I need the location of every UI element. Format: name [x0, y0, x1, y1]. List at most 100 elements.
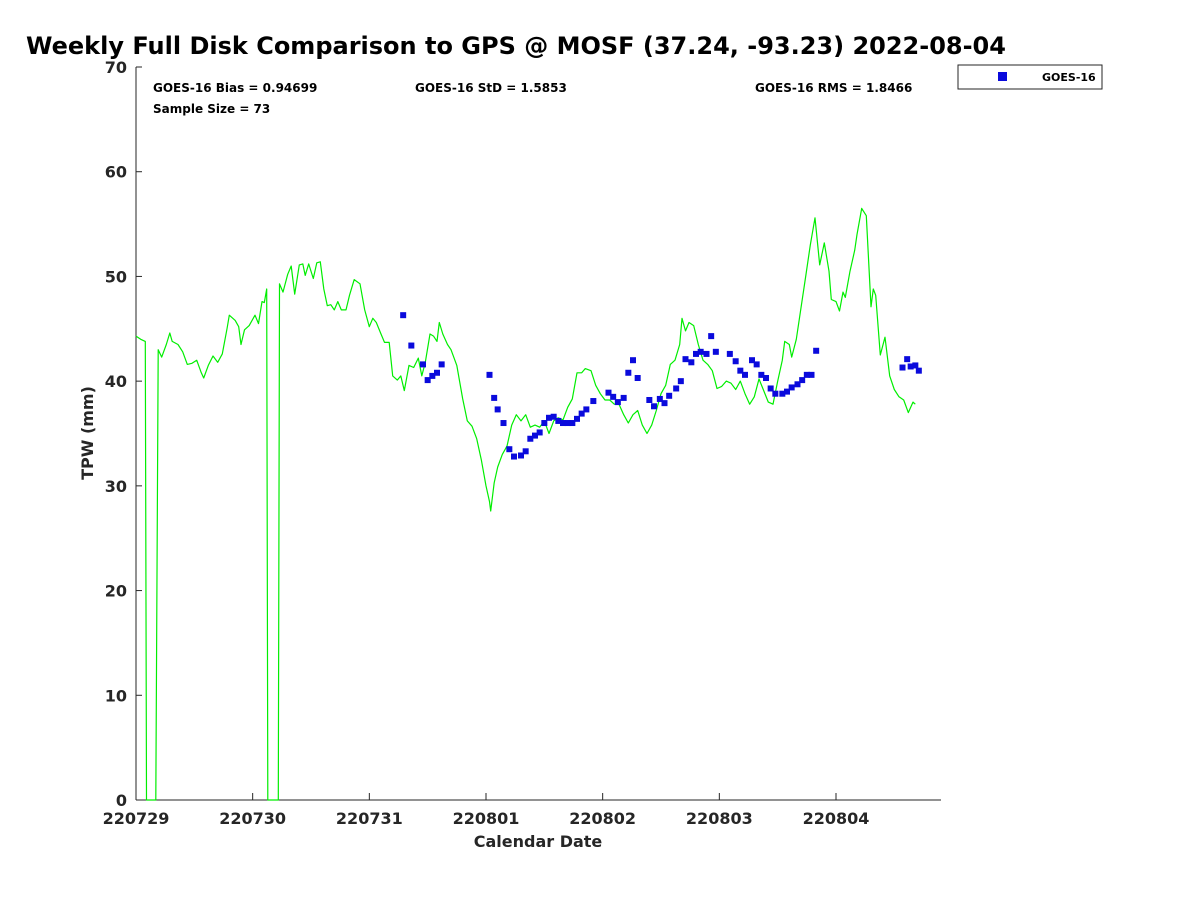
goes16-point	[912, 362, 919, 369]
goes16-point	[708, 333, 715, 340]
goes16-point	[682, 356, 689, 363]
goes16-point	[673, 385, 680, 392]
tick-marks	[135, 66, 837, 801]
series-goes16	[400, 312, 922, 460]
chart-title: Weekly Full Disk Comparison to GPS @ MOS…	[26, 32, 1006, 60]
goes16-point	[590, 398, 597, 405]
goes16-point	[693, 350, 699, 357]
goes16-point	[522, 448, 529, 455]
goes16-point	[749, 357, 755, 364]
x-tick-label: 220729	[103, 809, 170, 828]
y-tick-label: 50	[105, 267, 127, 286]
goes16-point	[799, 377, 806, 384]
goes16-point	[438, 361, 445, 368]
goes16-point	[578, 410, 585, 417]
goes16-point	[813, 347, 820, 354]
goes16-point	[605, 389, 612, 396]
stat-rms: GOES-16 RMS = 1.8466	[755, 81, 912, 95]
stat-bias: GOES-16 Bias = 0.94699	[153, 81, 317, 95]
goes16-point	[915, 367, 922, 374]
y-tick-label: 40	[105, 372, 127, 391]
goes16-point	[434, 369, 440, 376]
goes16-point	[703, 350, 710, 357]
y-tick-label: 70	[105, 58, 127, 77]
y-tick-label: 0	[116, 791, 127, 810]
goes16-point	[808, 371, 815, 378]
goes16-point	[697, 348, 704, 355]
goes16-point	[788, 384, 795, 391]
goes16-point	[726, 350, 733, 357]
goes16-point	[408, 342, 415, 349]
goes16-point	[620, 394, 627, 401]
goes16-point	[779, 390, 786, 397]
goes16-point	[610, 393, 617, 400]
goes16-point	[429, 372, 436, 379]
goes16-point	[614, 399, 621, 406]
goes16-point	[651, 403, 657, 410]
goes16-point	[772, 390, 779, 397]
goes16-point	[646, 396, 653, 403]
goes16-point	[583, 406, 590, 413]
x-tick-label: 220731	[336, 809, 403, 828]
stat-sample-size: Sample Size = 73	[153, 102, 270, 116]
legend-label: GOES-16	[1042, 71, 1096, 84]
legend-marker	[998, 72, 1007, 81]
goes16-point	[420, 361, 426, 368]
goes16-point	[688, 359, 695, 366]
goes16-point	[424, 377, 431, 384]
goes16-point	[763, 375, 769, 382]
goes16-point	[400, 312, 407, 319]
goes16-point	[546, 414, 552, 421]
x-tick-label: 220803	[686, 809, 753, 828]
goes16-point	[712, 348, 719, 355]
goes16-point	[803, 371, 810, 378]
goes16-point	[536, 429, 543, 436]
x-axis-label: Calendar Date	[474, 832, 603, 851]
y-tick-label: 60	[105, 163, 127, 182]
stat-std: GOES-16 StD = 1.5853	[415, 81, 567, 95]
goes16-point	[767, 385, 774, 392]
goes16-point	[532, 432, 538, 439]
gps-line	[135, 207, 916, 801]
goes16-point	[732, 358, 739, 365]
y-tick-label: 10	[105, 686, 127, 705]
goes16-point	[742, 371, 748, 378]
goes16-point	[550, 413, 557, 420]
goes16-point	[506, 446, 513, 453]
goes16-point	[500, 420, 507, 427]
goes16-point	[677, 378, 684, 385]
goes16-point	[661, 400, 668, 407]
y-tick-label: 20	[105, 582, 127, 601]
goes16-point	[904, 356, 911, 363]
goes16-point	[574, 415, 580, 422]
goes16-point	[564, 420, 571, 427]
goes16-point	[491, 394, 498, 401]
goes16-point	[494, 406, 501, 413]
series-gps	[135, 207, 916, 801]
goes16-point	[737, 367, 744, 374]
legend: GOES-16	[957, 64, 1103, 90]
goes16-point	[527, 435, 534, 442]
goes16-point	[486, 371, 493, 378]
goes16-point	[758, 371, 765, 378]
goes16-point	[907, 363, 914, 370]
goes16-point	[560, 420, 566, 427]
legend-box	[957, 64, 1103, 90]
y-tick-labels: 0 10 20 30 40 50 60 70	[105, 58, 127, 810]
goes16-point	[666, 392, 673, 399]
x-tick-label: 220804	[803, 809, 870, 828]
x-tick-label: 220802	[569, 809, 636, 828]
goes16-point	[753, 361, 760, 368]
goes16-point	[511, 453, 517, 460]
goes16-point	[634, 375, 641, 382]
x-tick-labels: 220729 220730 220731 220801 220802 220803 2208…	[103, 809, 870, 828]
goes16-point	[555, 417, 562, 424]
goes16-point	[569, 420, 576, 427]
x-tick-label: 220730	[219, 809, 286, 828]
goes16-point	[630, 357, 636, 364]
goes16-point	[784, 388, 790, 395]
goes16-point	[899, 364, 906, 371]
goes16-point	[794, 381, 801, 388]
y-axis-label: TPW (mm)	[78, 386, 97, 480]
